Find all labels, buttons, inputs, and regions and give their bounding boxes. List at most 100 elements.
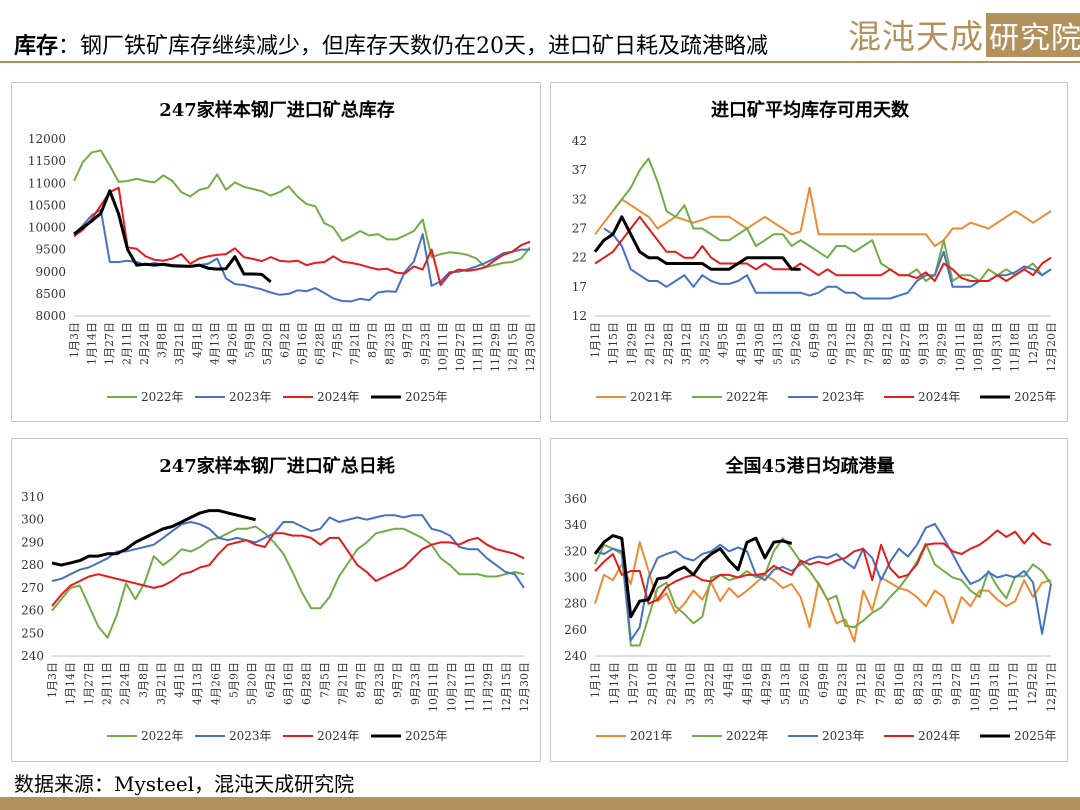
y-tick-label: 9000 xyxy=(35,265,66,279)
y-tick-label: 310 xyxy=(21,490,44,504)
x-tick-label: 6月28日 xyxy=(300,662,313,705)
y-tick-label: 280 xyxy=(564,597,587,611)
legend-label: 2023年 xyxy=(822,390,865,404)
y-tick-label: 22 xyxy=(572,251,587,265)
y-tick-label: 320 xyxy=(564,544,587,558)
series-line-2024年 xyxy=(51,532,525,607)
y-tick-label: 300 xyxy=(21,513,44,527)
x-tick-label: 7月12日 xyxy=(855,662,868,705)
x-tick-label: 5月9日 xyxy=(243,322,256,358)
header-divider xyxy=(0,61,1080,63)
series-line-2025年 xyxy=(51,509,256,567)
x-tick-label: 9月13日 xyxy=(931,662,944,705)
x-tick-label: 7月12日 xyxy=(844,322,857,365)
x-tick-label: 2月28日 xyxy=(662,322,675,365)
data-source-note: 数据来源：Mysteel，混沌天成研究院 xyxy=(14,772,355,796)
chart-port-clearance: 全国45港日均疏港量 240 260 280 300 320 340 360 1月1日 1月14日… xyxy=(564,455,1058,743)
x-tick-label: 8月23日 xyxy=(912,662,925,705)
x-tick-label: 12月30日 xyxy=(518,662,531,712)
x-tick-label: 10月31日 xyxy=(990,322,1003,372)
x-tick-label: 9月29日 xyxy=(936,322,949,365)
series-line-2023年 xyxy=(594,522,1052,642)
legend-label: 2024年 xyxy=(918,390,961,404)
title-text: 钢厂铁矿库存继续减少，但库存天数仍在20天，进口矿日耗及疏港略减 xyxy=(80,34,769,59)
x-tick-label: 11月11日 xyxy=(464,662,477,712)
x-tick-label: 9月7日 xyxy=(391,662,404,698)
x-tick-label: 6月16日 xyxy=(296,322,309,365)
y-tick-label: 270 xyxy=(21,581,44,595)
legend-label: 2024年 xyxy=(918,729,961,743)
series-line-2025年 xyxy=(593,534,793,619)
x-tick-label: 2月24日 xyxy=(138,322,151,365)
x-tick-label: 6月28日 xyxy=(314,322,327,365)
chart-title: 全国45港日均疏港量 xyxy=(724,455,894,477)
x-tick-label: 7月29日 xyxy=(863,322,876,365)
y-tick-label: 240 xyxy=(564,649,587,663)
x-tick-label: 12月20日 xyxy=(1045,322,1058,372)
y-tick-label: 8500 xyxy=(35,287,66,301)
series-line-2023年 xyxy=(73,208,530,303)
legend-label: 2022年 xyxy=(141,390,184,404)
x-tick-label: 5月26日 xyxy=(790,322,803,365)
page-title: 库存：钢厂铁矿库存继续减少，但库存天数仍在20天，进口矿日耗及疏港略减 xyxy=(14,28,768,60)
x-tick-label: 4月26日 xyxy=(226,322,239,365)
x-tick-label: 5月13日 xyxy=(779,662,792,705)
x-tick-label: 6月23日 xyxy=(826,322,839,365)
x-tick-label: 2月11日 xyxy=(121,322,134,365)
x-tick-label: 1月1日 xyxy=(589,662,602,698)
footer-bar xyxy=(0,797,1080,810)
x-tick-label: 1月29日 xyxy=(625,322,638,365)
y-tick-label: 340 xyxy=(564,518,587,532)
x-tick-label: 4月16日 xyxy=(741,662,754,705)
series-line-2024年 xyxy=(594,529,1052,605)
x-tick-label: 1月14日 xyxy=(64,662,77,705)
x-tick-label: 3月21日 xyxy=(173,322,186,365)
chart-panel-port-clearance: 全国45港日均疏港量 240 260 280 300 320 340 360 1月1日 1月14日… xyxy=(550,438,1068,762)
series-line-2022年 xyxy=(594,537,1052,647)
x-tick-label: 4月5日 xyxy=(717,322,730,358)
x-tick-label: 1月1日 xyxy=(589,322,602,358)
title-colon: ： xyxy=(58,34,81,59)
logo-box: 研究院 xyxy=(986,13,1080,57)
x-tick-label: 8月7日 xyxy=(355,662,368,698)
x-tick-label: 7月5日 xyxy=(331,322,344,358)
legend-label: 2022年 xyxy=(141,729,184,743)
x-tick-label: 12月15日 xyxy=(506,322,519,372)
x-tick-label: 4月1日 xyxy=(173,662,186,698)
chart-panel-inventory-days: 进口矿平均库存可用天数 12 17 22 27 32 37 42 1月1日 1月15日 1月29日 2… xyxy=(550,82,1068,422)
x-tick-label: 1月15日 xyxy=(607,322,620,365)
series-line-2025年 xyxy=(593,215,801,271)
x-tick-label: 6月9日 xyxy=(817,662,830,698)
legend-label: 2021年 xyxy=(630,390,673,404)
title-label: 库存 xyxy=(14,33,59,59)
x-tick-label: 4月30日 xyxy=(753,322,766,365)
y-tick-label: 360 xyxy=(564,492,587,506)
x-tick-label: 11月29日 xyxy=(482,662,495,712)
chart-title: 进口矿平均库存可用天数 xyxy=(711,99,910,121)
series-line-2024年 xyxy=(594,215,1052,282)
x-tick-label: 4月29日 xyxy=(760,662,773,705)
x-tick-label: 12月2日 xyxy=(1026,662,1039,705)
x-tick-label: 3月21日 xyxy=(155,662,168,705)
x-tick-label: 3月12日 xyxy=(680,322,693,365)
x-tick-label: 2月11日 xyxy=(100,662,113,705)
x-tick-label: 3月8日 xyxy=(137,662,150,698)
chart-title: 247家样本钢厂进口矿总库存 xyxy=(159,99,395,121)
y-tick-label: 290 xyxy=(21,535,44,549)
x-tick-label: 4月19日 xyxy=(735,322,748,365)
x-tick-label: 6月9日 xyxy=(808,322,821,358)
x-tick-label: 2月24日 xyxy=(665,662,678,705)
x-tick-label: 5月26日 xyxy=(798,662,811,705)
x-tick-label: 5月13日 xyxy=(771,322,784,365)
legend-label: 2023年 xyxy=(229,729,272,743)
x-tick-label: 10月18日 xyxy=(972,322,985,372)
x-tick-label: 3月8日 xyxy=(156,322,169,358)
x-tick-label: 10月11日 xyxy=(427,662,440,712)
legend-label: 2025年 xyxy=(405,729,448,743)
x-tick-label: 1月27日 xyxy=(627,662,640,705)
x-tick-label: 4月13日 xyxy=(191,662,204,705)
x-tick-label: 3月25日 xyxy=(698,322,711,365)
brand-logo: 混沌天成 研究院 xyxy=(848,10,1080,58)
series-line-2025年 xyxy=(73,189,272,284)
y-tick-label: 260 xyxy=(564,623,587,637)
